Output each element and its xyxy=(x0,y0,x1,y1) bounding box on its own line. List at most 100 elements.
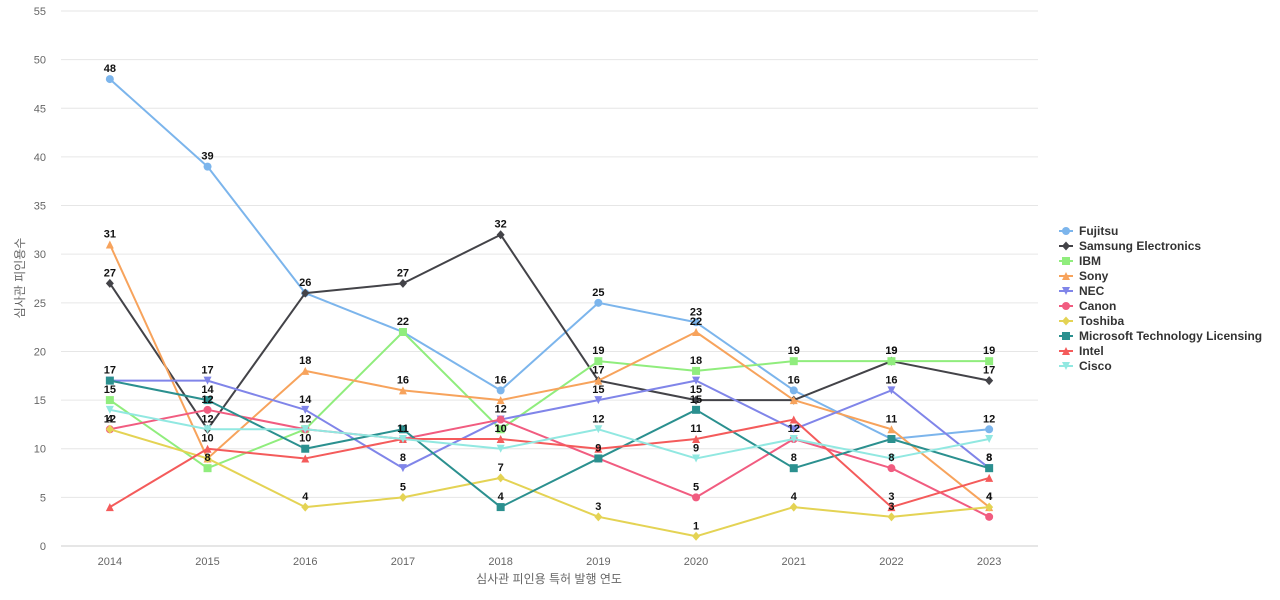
legend-item-toshiba[interactable]: Toshiba xyxy=(1059,314,1124,328)
data-label-samsung-electronics: 15 xyxy=(690,384,702,396)
legend-item-canon[interactable]: Canon xyxy=(1059,299,1116,313)
data-label-fujitsu: 23 xyxy=(690,306,702,318)
data-point-ibm xyxy=(105,396,114,405)
series-line-cisco xyxy=(109,408,990,460)
legend-item-ibm[interactable]: IBM xyxy=(1059,254,1101,268)
data-point-cisco xyxy=(789,435,798,443)
x-tick-label: 2015 xyxy=(195,556,219,568)
series-ibm xyxy=(105,328,994,473)
data-point-intel xyxy=(203,444,212,453)
x-tick-label: 2019 xyxy=(586,556,610,568)
data-point-cisco xyxy=(203,425,212,434)
x-tick-label: 2018 xyxy=(488,556,512,568)
legend-item-microsoft-technology-licensing[interactable]: Microsoft Technology Licensing xyxy=(1059,329,1262,343)
legend-swatch-marker xyxy=(1062,272,1070,280)
legend-label: Toshiba xyxy=(1079,314,1124,328)
data-point-samsung-electronics xyxy=(105,278,114,288)
data-point-samsung-electronics xyxy=(496,230,505,240)
x-tick-label: 2023 xyxy=(977,556,1001,568)
data-point-ibm xyxy=(203,464,212,473)
data-label-microsoft-technology-licensing: 8 xyxy=(986,452,992,464)
data-point-fujitsu xyxy=(692,318,701,327)
data-point-microsoft-technology-licensing xyxy=(692,405,701,414)
y-tick-label: 15 xyxy=(34,395,46,407)
data-point-cisco xyxy=(105,405,114,414)
data-point-intel xyxy=(105,503,114,512)
data-point-toshiba xyxy=(789,502,798,512)
data-label-canon: 5 xyxy=(693,481,699,493)
data-point-microsoft-technology-licensing xyxy=(203,396,212,405)
y-tick-label: 40 xyxy=(34,152,46,164)
data-point-nec xyxy=(594,396,603,405)
legend-swatch-marker xyxy=(1062,287,1070,295)
data-point-canon xyxy=(203,405,212,414)
data-label-cisco: 12 xyxy=(592,413,604,425)
legend-item-fujitsu[interactable]: Fujitsu xyxy=(1059,224,1118,238)
data-point-microsoft-technology-licensing xyxy=(398,425,407,434)
data-label-nec: 12 xyxy=(495,404,507,416)
data-label-toshiba: 4 xyxy=(791,491,798,503)
data-point-sony xyxy=(692,328,701,336)
data-label-intel: 3 xyxy=(888,491,894,503)
data-point-microsoft-technology-licensing xyxy=(985,464,994,473)
legend-swatch-marker xyxy=(1062,257,1070,265)
legend-item-intel[interactable]: Intel xyxy=(1059,344,1104,358)
data-point-ibm xyxy=(887,357,896,366)
data-label-toshiba: 5 xyxy=(400,481,406,493)
series-line-samsung-electronics xyxy=(109,233,990,431)
legend-label: Canon xyxy=(1079,299,1116,313)
data-point-ibm xyxy=(985,357,994,366)
x-tick-label: 2021 xyxy=(782,556,806,568)
data-point-fujitsu xyxy=(496,386,505,395)
legend-label: IBM xyxy=(1079,254,1101,268)
legend-item-cisco[interactable]: Cisco xyxy=(1059,359,1112,373)
data-label-canon: 12 xyxy=(104,413,116,425)
data-point-samsung-electronics xyxy=(398,278,407,288)
x-tick-label: 2022 xyxy=(879,556,903,568)
data-point-toshiba xyxy=(692,531,701,541)
data-label-ibm: 19 xyxy=(983,345,995,357)
legend-item-nec[interactable]: NEC xyxy=(1059,284,1105,298)
data-label-intel: 11 xyxy=(690,423,702,435)
legend-label: Samsung Electronics xyxy=(1079,239,1201,253)
x-tick-label: 2016 xyxy=(293,556,317,568)
data-point-fujitsu xyxy=(105,75,114,84)
data-point-sony xyxy=(398,386,407,395)
data-point-sony xyxy=(105,240,114,249)
legend-item-sony[interactable]: Sony xyxy=(1059,269,1109,283)
y-tick-label: 5 xyxy=(40,492,46,504)
y-tick-label: 20 xyxy=(34,346,46,358)
data-label-canon: 12 xyxy=(788,423,800,435)
data-label-ibm: 19 xyxy=(592,345,604,357)
series-lines xyxy=(105,75,994,541)
y-tick-label: 10 xyxy=(34,444,46,456)
legend-swatch-marker xyxy=(1062,347,1070,355)
data-label-canon: 12 xyxy=(201,394,213,406)
data-label-sony: 31 xyxy=(104,228,116,240)
data-label-toshiba: 3 xyxy=(595,501,601,513)
data-point-nec xyxy=(301,405,310,414)
data-label-toshiba: 3 xyxy=(888,501,894,513)
data-point-toshiba xyxy=(887,512,896,522)
data-point-samsung-electronics xyxy=(985,376,994,386)
grid xyxy=(61,10,1038,547)
legend-label: Cisco xyxy=(1079,359,1112,373)
data-point-cisco xyxy=(398,435,407,443)
data-point-cisco xyxy=(692,454,701,463)
legend-item-samsung-electronics[interactable]: Samsung Electronics xyxy=(1059,239,1201,253)
data-point-canon xyxy=(496,415,505,424)
data-label-sony: 22 xyxy=(690,316,702,328)
data-point-microsoft-technology-licensing xyxy=(594,454,603,463)
series-sony xyxy=(105,240,994,512)
y-tick-label: 50 xyxy=(34,55,46,67)
data-label-nec: 15 xyxy=(592,384,604,396)
data-point-nec xyxy=(887,386,896,395)
data-point-toshiba xyxy=(301,502,310,512)
data-label-ibm: 15 xyxy=(104,384,116,396)
legend-label: Fujitsu xyxy=(1079,224,1118,238)
data-label-sony: 16 xyxy=(397,374,409,386)
data-label-toshiba: 1 xyxy=(693,520,699,532)
data-label-nec: 16 xyxy=(885,374,897,386)
data-label-toshiba: 7 xyxy=(498,462,504,474)
